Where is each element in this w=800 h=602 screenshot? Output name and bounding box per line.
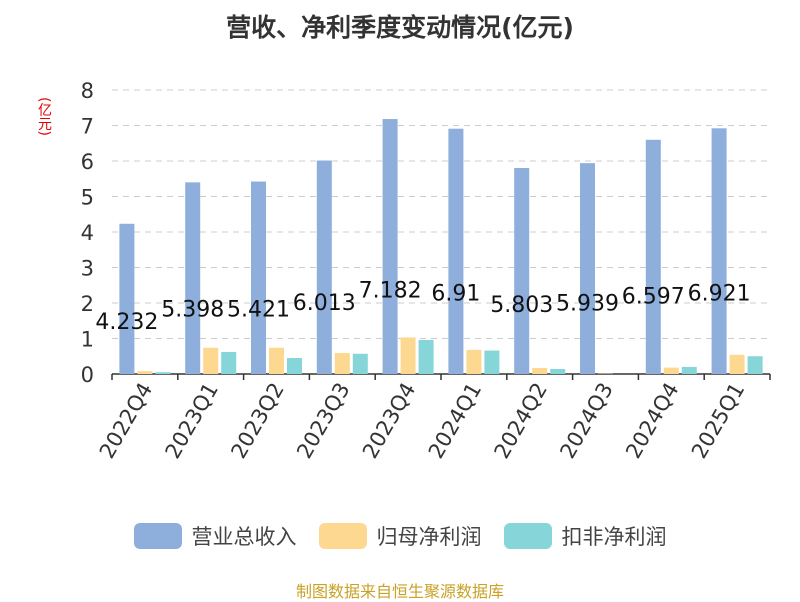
legend-item-deducted-profit[interactable]: 扣非净利润 (504, 521, 667, 551)
bar-deducted-profit[interactable] (748, 356, 763, 374)
legend-label-deducted-profit: 扣非净利润 (562, 521, 667, 551)
y-tick-label: 3 (81, 257, 94, 281)
bar-revenue[interactable] (580, 163, 595, 374)
legend-swatch-net-profit (319, 523, 367, 549)
bars (119, 119, 762, 374)
bar-revenue[interactable] (646, 140, 661, 374)
bar-net-profit[interactable] (532, 368, 547, 374)
data-label-revenue: 7.182 (359, 279, 422, 304)
y-tick-label: 6 (81, 150, 94, 174)
bar-net-profit[interactable] (466, 350, 481, 374)
x-tick-label: 2024Q2 (490, 379, 552, 463)
x-tick-label: 2025Q1 (687, 379, 749, 463)
bar-deducted-profit[interactable] (419, 340, 434, 374)
y-tick-label: 8 (81, 79, 94, 103)
bar-revenue[interactable] (185, 182, 200, 374)
bar-deducted-profit[interactable] (287, 358, 302, 374)
data-source-note: 制图数据来自恒生聚源数据库 (0, 578, 800, 602)
bar-deducted-profit[interactable] (353, 354, 368, 374)
y-tick-label: 4 (81, 221, 94, 245)
x-tick-label: 2024Q3 (555, 379, 617, 463)
x-tick-label: 2024Q4 (621, 379, 683, 463)
bar-net-profit[interactable] (137, 371, 152, 374)
y-tick-label: 5 (81, 186, 94, 210)
legend-swatch-deducted-profit (504, 523, 552, 549)
bar-revenue[interactable] (251, 182, 266, 374)
legend: 营业总收入 归母净利润 扣非净利润 (0, 520, 800, 552)
bar-net-profit[interactable] (730, 355, 745, 374)
x-tick-label: 2023Q4 (358, 379, 420, 463)
bar-revenue[interactable] (712, 128, 727, 374)
legend-label-revenue: 营业总收入 (192, 521, 297, 551)
data-label-revenue: 4.232 (95, 310, 158, 335)
bar-deducted-profit[interactable] (550, 369, 565, 374)
legend-label-net-profit: 归母净利润 (377, 521, 482, 551)
x-tick-label: 2023Q2 (226, 379, 288, 463)
data-label-revenue: 5.803 (490, 293, 553, 318)
bar-revenue[interactable] (448, 129, 463, 374)
data-label-revenue: 5.939 (556, 292, 619, 317)
legend-item-revenue[interactable]: 营业总收入 (134, 521, 297, 551)
x-tick-label: 2022Q4 (95, 379, 157, 463)
bar-deducted-profit[interactable] (484, 351, 499, 374)
x-tick-label: 2024Q1 (424, 379, 486, 463)
legend-swatch-revenue (134, 523, 182, 549)
bar-net-profit[interactable] (401, 337, 416, 374)
legend-item-net-profit[interactable]: 归母净利润 (319, 521, 482, 551)
bar-deducted-profit[interactable] (155, 372, 170, 374)
y-tick-label: 1 (81, 328, 94, 352)
bar-revenue[interactable] (119, 224, 134, 374)
bar-revenue[interactable] (317, 161, 332, 374)
y-tick-label: 0 (81, 363, 94, 387)
data-label-revenue: 5.398 (161, 298, 224, 323)
data-label-revenue: 5.421 (227, 297, 290, 322)
bar-deducted-profit[interactable] (682, 367, 697, 374)
bar-revenue[interactable] (514, 168, 529, 374)
x-tick-label: 2023Q1 (161, 379, 223, 463)
data-label-revenue: 6.597 (622, 285, 685, 310)
y-tick-label: 7 (81, 115, 94, 139)
bar-deducted-profit[interactable] (221, 352, 236, 374)
y-tick-label: 2 (81, 292, 94, 316)
bar-net-profit[interactable] (335, 353, 350, 374)
bar-net-profit[interactable] (664, 368, 679, 374)
bar-net-profit[interactable] (203, 348, 218, 374)
data-label-revenue: 6.921 (688, 281, 751, 306)
bar-net-profit[interactable] (269, 348, 284, 374)
bar-revenue[interactable] (383, 119, 398, 374)
x-tick-label: 2023Q3 (292, 379, 354, 463)
data-label-revenue: 6.91 (431, 281, 480, 306)
data-label-revenue: 6.013 (293, 291, 356, 316)
